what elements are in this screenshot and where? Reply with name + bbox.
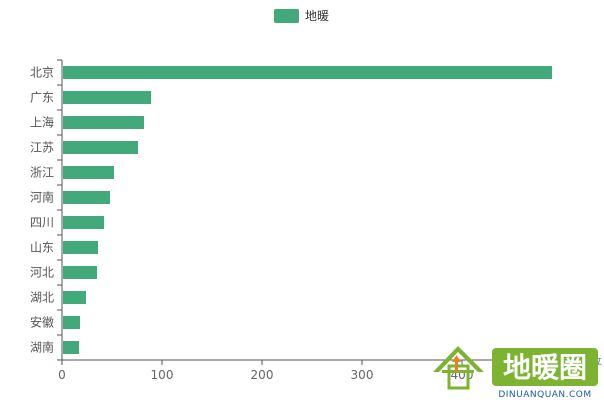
category-label: 安徽: [30, 315, 54, 330]
bar[interactable]: [63, 141, 138, 154]
category-label: 湖北: [30, 290, 54, 305]
category-label: 河南: [30, 190, 54, 205]
bar[interactable]: [63, 66, 552, 79]
logo-text: 地暖圈: [503, 351, 587, 384]
bars: [63, 66, 552, 354]
category-label: 河北: [30, 266, 54, 280]
bar[interactable]: [63, 191, 110, 204]
legend-swatch: [274, 9, 299, 23]
legend-label: 地暖: [305, 9, 329, 23]
x-tick-label: 200: [251, 368, 274, 382]
bar[interactable]: [63, 266, 97, 279]
category-label: 浙江: [30, 166, 54, 180]
x-axis: 0 100 200 300 400: [58, 359, 562, 382]
logo-subtext: DINUANQUAN.COM: [498, 390, 591, 400]
category-label: 江苏: [30, 141, 54, 155]
x-tick-label: 300: [351, 368, 374, 382]
bar[interactable]: [63, 91, 151, 104]
logo-plate: [492, 348, 598, 386]
watermark-logo: 立 地暖圈 DINUANQUAN.COM: [433, 346, 602, 400]
category-label: 湖南: [30, 340, 54, 355]
legend[interactable]: 地暖: [274, 9, 329, 23]
bar[interactable]: [63, 216, 104, 229]
category-label: 四川: [30, 216, 54, 230]
x-tick-label: 100: [151, 368, 174, 382]
bar[interactable]: [63, 241, 98, 254]
bar[interactable]: [63, 116, 144, 129]
bar[interactable]: [63, 341, 79, 354]
category-label: 广东: [30, 91, 54, 105]
category-label: 上海: [30, 115, 54, 130]
category-label: 北京: [30, 66, 54, 80]
bar[interactable]: [63, 316, 80, 329]
x-tick-label: 0: [58, 368, 66, 382]
bar[interactable]: [63, 291, 86, 304]
category-label: 山东: [30, 241, 54, 255]
house-icon: [433, 346, 484, 390]
bar[interactable]: [63, 166, 114, 179]
